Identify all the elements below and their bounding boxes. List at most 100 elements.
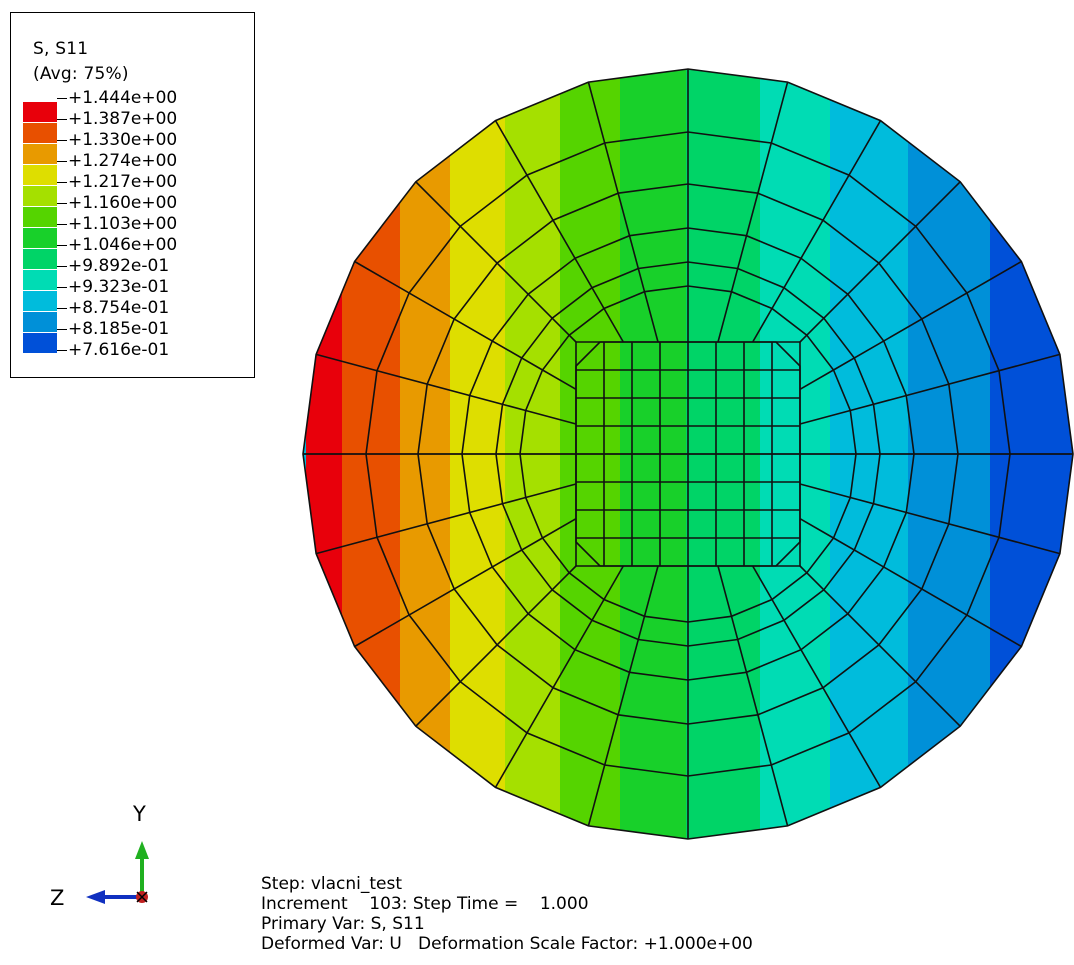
legend-color-swatch [23, 291, 57, 311]
legend-row: +9.323e-01 [22, 277, 242, 311]
legend-row: +1.274e+00 [22, 151, 242, 185]
legend-value: +1.103e+00 [68, 214, 178, 234]
legend-tick [57, 266, 67, 267]
mesh-transition-line [799, 369, 834, 390]
mesh-transition-line [603, 308, 624, 343]
mesh-transition-line [603, 565, 624, 600]
primary-var-line: Primary Var: S, S11 [261, 914, 425, 934]
contour-band [303, 380, 306, 530]
legend-tick [57, 161, 67, 162]
mesh-transition-line [643, 565, 659, 617]
mesh-spoke [833, 537, 1022, 648]
step-name-line: Step: vlacni_test [261, 874, 403, 894]
mesh-spoke [354, 537, 543, 648]
mesh-spoke [494, 120, 605, 309]
mesh-transition-line [752, 308, 773, 343]
legend-tick [57, 224, 67, 225]
legend-tick [57, 140, 67, 141]
legend-row: +9.892e-01 [22, 256, 242, 290]
legend-value: +9.323e-01 [68, 277, 170, 297]
mesh-spoke [730, 81, 789, 292]
mesh-transition-line [799, 565, 808, 574]
legend-tick [57, 182, 67, 183]
y-axis-label: Y [133, 802, 146, 826]
deformed-var-line: Deformed Var: U Deformation Scale Factor… [261, 934, 753, 954]
legend-color-swatch [23, 123, 57, 143]
mesh-spoke [771, 599, 882, 788]
mesh-spoke [415, 181, 570, 336]
legend-tick [57, 119, 67, 120]
mesh-spoke [730, 616, 789, 827]
legend-color-swatch [23, 186, 57, 206]
legend-value: +1.387e+00 [68, 109, 178, 129]
step-info-block: Step: vlacni_test Increment 103: Step Ti… [261, 874, 753, 954]
contour-band [908, 69, 991, 839]
legend-color-swatch [23, 249, 57, 269]
legend-tick [57, 350, 67, 351]
contour-band [450, 69, 506, 839]
mesh-transition-line [752, 565, 773, 600]
legend-title: S, S11 [33, 39, 89, 59]
legend-row: +1.103e+00 [22, 214, 242, 248]
z-arrow-head-icon [86, 890, 105, 904]
mesh-transition-line [542, 518, 577, 539]
mesh-transition-line [568, 334, 577, 343]
legend-row: +1.046e+00 [22, 235, 242, 269]
legend-row: +1.387e+00 [22, 109, 242, 143]
mesh-spoke [833, 260, 1022, 371]
legend-value: +7.616e-01 [68, 340, 170, 360]
legend-row: +1.330e+00 [22, 130, 242, 164]
mesh-spoke [587, 616, 646, 827]
legend-value: +1.217e+00 [68, 172, 178, 192]
legend-value: +1.160e+00 [68, 193, 178, 213]
legend-color-swatch [23, 228, 57, 248]
y-arrow-head-icon [135, 841, 149, 859]
contour-band [342, 69, 401, 839]
mesh-spoke [850, 353, 1061, 412]
legend-value: +1.444e+00 [68, 88, 178, 108]
mesh-transition-line [799, 483, 851, 499]
contour-band [303, 69, 343, 839]
legend-row: +8.754e-01 [22, 298, 242, 332]
increment-line: Increment 103: Step Time = 1.000 [261, 894, 589, 914]
legend-color-swatch [23, 144, 57, 164]
mesh-spoke [850, 496, 1061, 555]
mesh-spoke [315, 353, 526, 412]
legend-row: +1.444e+00 [22, 88, 242, 122]
mesh-spoke [806, 572, 961, 727]
legend-color-swatch [23, 270, 57, 290]
mesh-spoke [354, 260, 543, 371]
mesh-transition-line [643, 291, 659, 343]
mesh-transition-line [542, 369, 577, 390]
mesh-spoke [771, 120, 882, 309]
legend-color-swatch [23, 207, 57, 227]
legend-tick [57, 245, 67, 246]
legend-scale: +1.444e+00 +1.387e+00 +1.330e+00 +1.274e+00… [22, 88, 242, 361]
legend-row: +8.185e-01 [22, 319, 242, 353]
mesh-transition-line [717, 291, 733, 343]
mesh-transition-line [799, 334, 808, 343]
legend-row: +1.217e+00 [22, 172, 242, 206]
legend-value: +1.274e+00 [68, 151, 178, 171]
legend-subtitle: (Avg: 75%) [33, 64, 129, 84]
mesh-transition-line [525, 409, 577, 425]
legend-value: +9.892e-01 [68, 256, 170, 276]
legend-tick [57, 203, 67, 204]
legend-tick [57, 329, 67, 330]
legend-row: +1.160e+00 [22, 193, 242, 227]
legend-tick [57, 287, 67, 288]
mesh-spoke [806, 181, 961, 336]
mesh-transition-line [525, 483, 577, 499]
contour-band [400, 69, 451, 839]
coordinate-triad [86, 841, 149, 904]
legend-row: +7.616e-01 [22, 340, 242, 361]
contour-band [505, 69, 561, 839]
finite-element-mesh [302, 68, 1074, 840]
mesh-spoke [315, 496, 526, 555]
mesh-spoke [415, 572, 570, 727]
contour-band [686, 69, 761, 839]
mesh-transition-line [799, 409, 851, 425]
legend-value: +8.754e-01 [68, 298, 170, 318]
legend-tick [57, 98, 67, 99]
